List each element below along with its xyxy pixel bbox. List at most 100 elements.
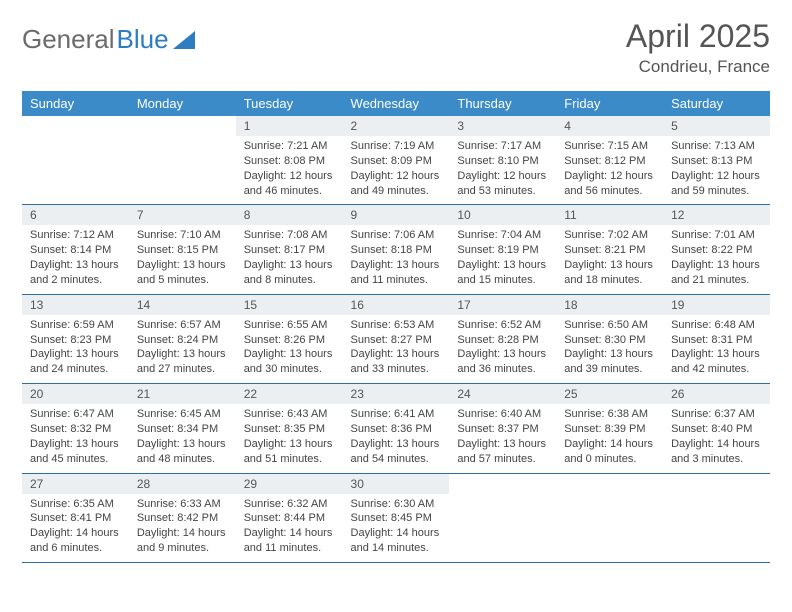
calendar-cell — [663, 473, 770, 562]
calendar-cell: 12Sunrise: 7:01 AMSunset: 8:22 PMDayligh… — [663, 205, 770, 294]
title-block: April 2025 Condrieu, France — [626, 18, 770, 77]
day-number: 13 — [22, 295, 129, 315]
calendar-cell: 3Sunrise: 7:17 AMSunset: 8:10 PMDaylight… — [449, 116, 556, 205]
calendar-cell: 9Sunrise: 7:06 AMSunset: 8:18 PMDaylight… — [343, 205, 450, 294]
calendar-cell: 10Sunrise: 7:04 AMSunset: 8:19 PMDayligh… — [449, 205, 556, 294]
day-body: Sunrise: 7:01 AMSunset: 8:22 PMDaylight:… — [663, 225, 770, 293]
day-number: 26 — [663, 384, 770, 404]
weekday-header: Thursday — [449, 91, 556, 116]
day-body: Sunrise: 7:12 AMSunset: 8:14 PMDaylight:… — [22, 225, 129, 293]
calendar-cell: 2Sunrise: 7:19 AMSunset: 8:09 PMDaylight… — [343, 116, 450, 205]
calendar-cell: 7Sunrise: 7:10 AMSunset: 8:15 PMDaylight… — [129, 205, 236, 294]
day-body: Sunrise: 7:17 AMSunset: 8:10 PMDaylight:… — [449, 136, 556, 204]
location: Condrieu, France — [626, 57, 770, 77]
day-body: Sunrise: 7:04 AMSunset: 8:19 PMDaylight:… — [449, 225, 556, 293]
day-number: 24 — [449, 384, 556, 404]
calendar-cell — [449, 473, 556, 562]
day-number: 23 — [343, 384, 450, 404]
day-number: 25 — [556, 384, 663, 404]
calendar-cell: 25Sunrise: 6:38 AMSunset: 8:39 PMDayligh… — [556, 384, 663, 473]
day-number: 11 — [556, 205, 663, 225]
calendar-cell: 14Sunrise: 6:57 AMSunset: 8:24 PMDayligh… — [129, 294, 236, 383]
day-body: Sunrise: 6:53 AMSunset: 8:27 PMDaylight:… — [343, 315, 450, 383]
calendar-cell: 1Sunrise: 7:21 AMSunset: 8:08 PMDaylight… — [236, 116, 343, 205]
calendar-cell: 4Sunrise: 7:15 AMSunset: 8:12 PMDaylight… — [556, 116, 663, 205]
day-number: 7 — [129, 205, 236, 225]
day-body: Sunrise: 6:52 AMSunset: 8:28 PMDaylight:… — [449, 315, 556, 383]
day-number: 16 — [343, 295, 450, 315]
day-number: 27 — [22, 474, 129, 494]
weekday-header: Sunday — [22, 91, 129, 116]
calendar-row: 20Sunrise: 6:47 AMSunset: 8:32 PMDayligh… — [22, 384, 770, 473]
day-body: Sunrise: 6:50 AMSunset: 8:30 PMDaylight:… — [556, 315, 663, 383]
calendar-cell: 22Sunrise: 6:43 AMSunset: 8:35 PMDayligh… — [236, 384, 343, 473]
calendar-cell: 24Sunrise: 6:40 AMSunset: 8:37 PMDayligh… — [449, 384, 556, 473]
day-body: Sunrise: 6:45 AMSunset: 8:34 PMDaylight:… — [129, 404, 236, 472]
calendar-cell: 15Sunrise: 6:55 AMSunset: 8:26 PMDayligh… — [236, 294, 343, 383]
day-body: Sunrise: 7:06 AMSunset: 8:18 PMDaylight:… — [343, 225, 450, 293]
day-body: Sunrise: 6:40 AMSunset: 8:37 PMDaylight:… — [449, 404, 556, 472]
day-number: 15 — [236, 295, 343, 315]
day-number: 17 — [449, 295, 556, 315]
brand-part1: General — [22, 24, 115, 55]
calendar-cell: 16Sunrise: 6:53 AMSunset: 8:27 PMDayligh… — [343, 294, 450, 383]
calendar-cell — [22, 116, 129, 205]
day-body: Sunrise: 6:48 AMSunset: 8:31 PMDaylight:… — [663, 315, 770, 383]
day-number: 21 — [129, 384, 236, 404]
calendar-cell: 27Sunrise: 6:35 AMSunset: 8:41 PMDayligh… — [22, 473, 129, 562]
day-body: Sunrise: 6:30 AMSunset: 8:45 PMDaylight:… — [343, 494, 450, 562]
weekday-header: Monday — [129, 91, 236, 116]
calendar-cell: 18Sunrise: 6:50 AMSunset: 8:30 PMDayligh… — [556, 294, 663, 383]
calendar-cell: 20Sunrise: 6:47 AMSunset: 8:32 PMDayligh… — [22, 384, 129, 473]
day-number: 2 — [343, 116, 450, 136]
day-number: 3 — [449, 116, 556, 136]
calendar-cell: 19Sunrise: 6:48 AMSunset: 8:31 PMDayligh… — [663, 294, 770, 383]
day-number: 18 — [556, 295, 663, 315]
brand-triangle-icon — [173, 31, 195, 49]
calendar-cell: 8Sunrise: 7:08 AMSunset: 8:17 PMDaylight… — [236, 205, 343, 294]
day-number: 8 — [236, 205, 343, 225]
day-body: Sunrise: 6:33 AMSunset: 8:42 PMDaylight:… — [129, 494, 236, 562]
calendar-head: SundayMondayTuesdayWednesdayThursdayFrid… — [22, 91, 770, 116]
day-body: Sunrise: 6:59 AMSunset: 8:23 PMDaylight:… — [22, 315, 129, 383]
calendar-row: 6Sunrise: 7:12 AMSunset: 8:14 PMDaylight… — [22, 205, 770, 294]
day-body: Sunrise: 6:38 AMSunset: 8:39 PMDaylight:… — [556, 404, 663, 472]
day-number: 9 — [343, 205, 450, 225]
day-body: Sunrise: 7:19 AMSunset: 8:09 PMDaylight:… — [343, 136, 450, 204]
calendar-cell: 11Sunrise: 7:02 AMSunset: 8:21 PMDayligh… — [556, 205, 663, 294]
day-body: Sunrise: 6:47 AMSunset: 8:32 PMDaylight:… — [22, 404, 129, 472]
calendar-row: 13Sunrise: 6:59 AMSunset: 8:23 PMDayligh… — [22, 294, 770, 383]
calendar-row: 27Sunrise: 6:35 AMSunset: 8:41 PMDayligh… — [22, 473, 770, 562]
calendar-cell: 17Sunrise: 6:52 AMSunset: 8:28 PMDayligh… — [449, 294, 556, 383]
calendar-cell — [129, 116, 236, 205]
day-body: Sunrise: 6:41 AMSunset: 8:36 PMDaylight:… — [343, 404, 450, 472]
day-number: 29 — [236, 474, 343, 494]
day-body: Sunrise: 7:10 AMSunset: 8:15 PMDaylight:… — [129, 225, 236, 293]
calendar-cell: 13Sunrise: 6:59 AMSunset: 8:23 PMDayligh… — [22, 294, 129, 383]
brand-logo: GeneralBlue — [22, 18, 195, 55]
day-number: 22 — [236, 384, 343, 404]
day-body: Sunrise: 6:43 AMSunset: 8:35 PMDaylight:… — [236, 404, 343, 472]
calendar-table: SundayMondayTuesdayWednesdayThursdayFrid… — [22, 91, 770, 563]
weekday-header: Friday — [556, 91, 663, 116]
day-number: 5 — [663, 116, 770, 136]
day-body: Sunrise: 7:15 AMSunset: 8:12 PMDaylight:… — [556, 136, 663, 204]
brand-part2: Blue — [117, 24, 169, 55]
day-number: 10 — [449, 205, 556, 225]
day-body: Sunrise: 7:02 AMSunset: 8:21 PMDaylight:… — [556, 225, 663, 293]
calendar-cell: 30Sunrise: 6:30 AMSunset: 8:45 PMDayligh… — [343, 473, 450, 562]
calendar-cell: 5Sunrise: 7:13 AMSunset: 8:13 PMDaylight… — [663, 116, 770, 205]
calendar-body: 1Sunrise: 7:21 AMSunset: 8:08 PMDaylight… — [22, 116, 770, 562]
calendar-cell: 23Sunrise: 6:41 AMSunset: 8:36 PMDayligh… — [343, 384, 450, 473]
day-body: Sunrise: 6:55 AMSunset: 8:26 PMDaylight:… — [236, 315, 343, 383]
day-number: 12 — [663, 205, 770, 225]
day-body: Sunrise: 7:21 AMSunset: 8:08 PMDaylight:… — [236, 136, 343, 204]
day-body: Sunrise: 6:35 AMSunset: 8:41 PMDaylight:… — [22, 494, 129, 562]
day-number: 14 — [129, 295, 236, 315]
day-body: Sunrise: 6:32 AMSunset: 8:44 PMDaylight:… — [236, 494, 343, 562]
header: GeneralBlue April 2025 Condrieu, France — [22, 18, 770, 77]
day-number: 19 — [663, 295, 770, 315]
day-number: 28 — [129, 474, 236, 494]
day-number: 30 — [343, 474, 450, 494]
day-body: Sunrise: 7:13 AMSunset: 8:13 PMDaylight:… — [663, 136, 770, 204]
